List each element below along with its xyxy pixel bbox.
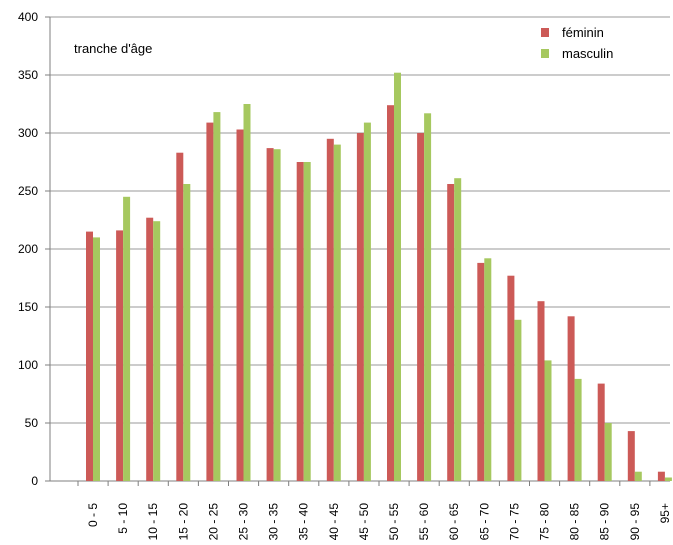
- bar-feminin: [146, 217, 154, 481]
- legend-swatch-masculin: [541, 49, 549, 58]
- bar-feminin: [447, 184, 455, 481]
- bar-masculin: [664, 477, 672, 481]
- bar-feminin: [597, 383, 605, 481]
- bar-masculin: [213, 112, 221, 481]
- x-tick-label: 5 - 10: [116, 503, 130, 534]
- chart-annotation: tranche d'âge: [74, 41, 152, 56]
- legend-label: masculin: [562, 46, 613, 61]
- x-tick-label: 20 - 25: [206, 503, 220, 540]
- y-tick-label: 0: [31, 474, 38, 488]
- bar-masculin: [153, 221, 161, 481]
- y-tick-labels: 0 50 100 150 200 250 300 350 400: [18, 10, 50, 488]
- x-tick-label: 30 - 35: [267, 503, 281, 540]
- x-tick-label: 50 - 55: [387, 503, 401, 540]
- y-tick-label: 50: [25, 416, 39, 430]
- x-tick-label: 0 - 5: [86, 503, 100, 527]
- y-tick-label: 300: [18, 126, 38, 140]
- x-tick-label: 65 - 70: [477, 503, 491, 540]
- bar-masculin: [333, 144, 341, 481]
- x-tick-label: 95+: [658, 503, 672, 523]
- x-tick-label: 35 - 40: [297, 503, 311, 540]
- bars: [86, 72, 672, 482]
- y-tick-label: 250: [18, 184, 38, 198]
- y-tick-label: 150: [18, 300, 38, 314]
- bar-feminin: [537, 301, 545, 481]
- bar-masculin: [424, 113, 432, 482]
- x-tick-label: 60 - 65: [447, 503, 461, 540]
- bar-masculin: [394, 72, 401, 481]
- bar-feminin: [266, 148, 274, 481]
- x-tick-label: 10 - 15: [146, 503, 160, 540]
- bar-feminin: [657, 471, 665, 481]
- x-tick-label: 90 - 95: [628, 503, 642, 540]
- legend-label: féminin: [562, 25, 604, 40]
- legend-swatch-feminin: [541, 28, 549, 37]
- bar-feminin: [326, 138, 334, 482]
- x-tick-label: 55 - 60: [417, 503, 431, 540]
- bar-masculin: [183, 184, 191, 481]
- x-tick-labels: 0 - 5 5 - 10 10 - 15 15 - 20 20 - 25 25 - 30 3…: [77, 481, 672, 540]
- bar-feminin: [477, 262, 485, 481]
- bar-feminin: [176, 152, 184, 481]
- bar-feminin: [356, 133, 364, 481]
- bar-feminin: [236, 129, 244, 481]
- x-tick-label: 75 - 80: [538, 503, 552, 540]
- bar-feminin: [387, 105, 394, 481]
- bar-masculin: [604, 423, 612, 481]
- bar-masculin: [273, 149, 281, 481]
- x-tick-label: 40 - 45: [327, 503, 341, 540]
- bar-masculin: [574, 378, 582, 481]
- bar-masculin: [634, 471, 642, 481]
- bar-masculin: [123, 196, 131, 482]
- bar-masculin: [544, 360, 552, 481]
- x-tick-label: 25 - 30: [237, 503, 251, 540]
- bar-masculin: [454, 178, 462, 481]
- y-tick-label: 200: [18, 242, 38, 256]
- bar-feminin: [507, 275, 515, 481]
- y-tick-label: 350: [18, 68, 38, 82]
- y-tick-label: 100: [18, 358, 38, 372]
- legend: féminin masculin: [541, 25, 613, 61]
- x-tick-label: 85 - 90: [598, 503, 612, 540]
- bar-feminin: [417, 133, 425, 481]
- bar-masculin: [243, 104, 251, 481]
- bar-feminin: [567, 316, 575, 481]
- x-tick-label: 80 - 85: [568, 503, 582, 540]
- bar-masculin: [303, 162, 311, 481]
- bar-masculin: [484, 258, 492, 481]
- bar-feminin: [86, 231, 93, 481]
- bar-masculin: [514, 319, 522, 481]
- y-tick-label: 400: [18, 10, 38, 24]
- bar-feminin: [116, 230, 124, 481]
- bar-feminin: [627, 431, 635, 481]
- x-tick-label: 15 - 20: [176, 503, 190, 540]
- bar-feminin: [206, 122, 214, 481]
- x-tick-label: 70 - 75: [507, 503, 521, 540]
- bar-feminin: [296, 162, 304, 481]
- x-tick-label: 45 - 50: [357, 503, 371, 540]
- bar-masculin: [363, 122, 371, 481]
- bar-masculin: [93, 237, 100, 481]
